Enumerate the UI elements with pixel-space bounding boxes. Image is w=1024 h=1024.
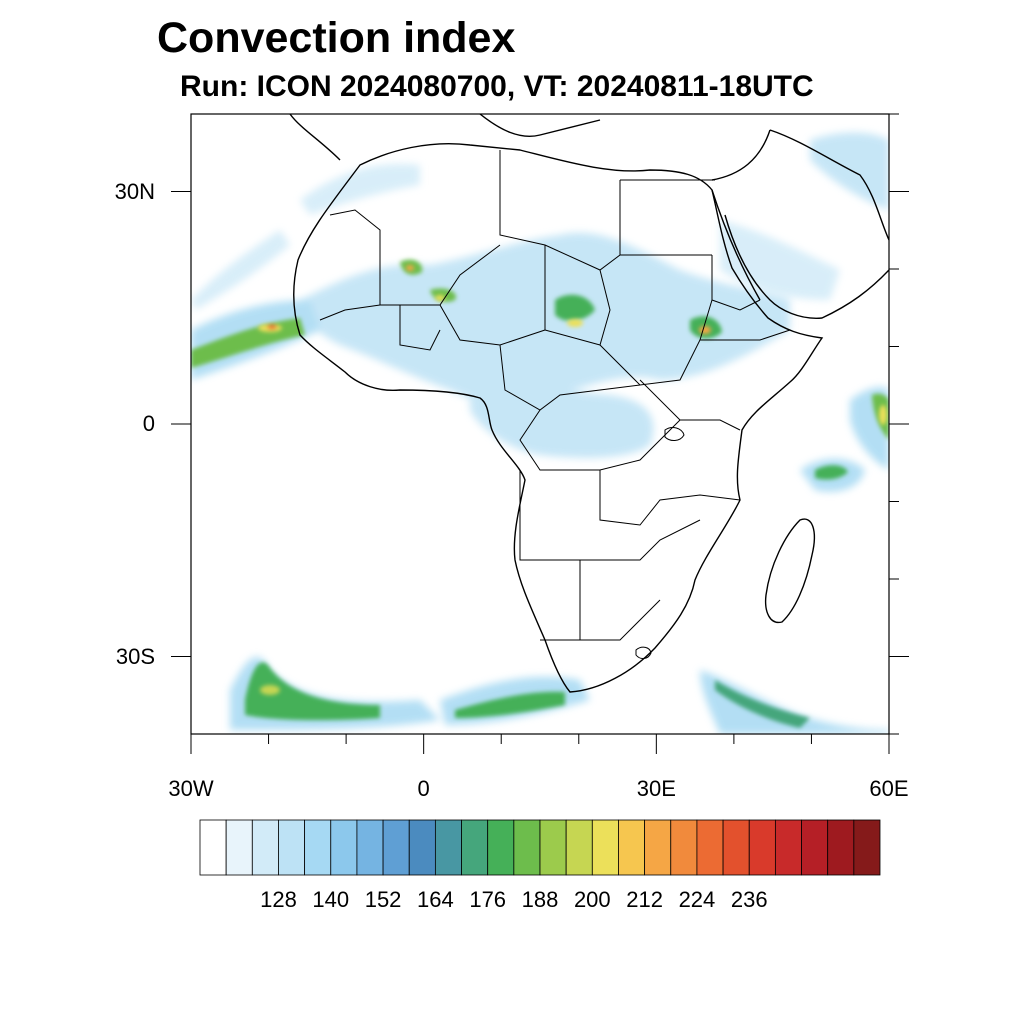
colorbar-label: 176: [469, 887, 507, 912]
colorbar-label: 200: [573, 887, 611, 912]
colorbar-label: 188: [521, 887, 559, 912]
colorbar-label: 236: [730, 887, 768, 912]
map-ticks: [171, 113, 909, 754]
africa-coastline: [293, 143, 824, 693]
colorbar-swatch: [434, 819, 462, 876]
colorbar-swatch: [644, 819, 672, 876]
core-madagascar-ne: [815, 465, 848, 480]
country-borders: [319, 150, 791, 641]
colorbar-swatch: [513, 819, 541, 876]
core-south-atlantic-b: [455, 691, 565, 718]
colorbar-label: 224: [678, 887, 716, 912]
coastlines: [289, 114, 889, 693]
colorbar-label: 128: [260, 887, 297, 912]
hotspot-senegal-red: [267, 324, 277, 330]
colorbar: [199, 819, 881, 876]
madagascar-coastline: [764, 518, 816, 624]
colorbar-swatch: [722, 819, 750, 876]
lon-tick-label: 30W: [168, 776, 214, 801]
colorbar-label: 152: [364, 887, 402, 912]
lat-tick-label: 0: [142, 411, 155, 436]
lon-tick-label: 0: [417, 776, 430, 801]
colorbar-swatch: [618, 819, 646, 876]
lat-tick-label: 30S: [115, 643, 155, 669]
colorbar-swatch: [853, 819, 881, 876]
colorbar-swatch: [487, 819, 515, 876]
colorbar-swatch: [278, 819, 306, 876]
colorbar-swatch: [356, 819, 384, 876]
colorbar-swatch: [774, 819, 802, 876]
hotspot-east-indian: [879, 405, 887, 425]
colorbar-swatch: [461, 819, 489, 876]
colorbar-label: 140: [312, 887, 350, 912]
colorbar-swatch: [591, 819, 619, 876]
colorbar-swatch: [304, 819, 332, 876]
hotspot-south-atlantic: [260, 685, 280, 695]
colorbar-swatch: [330, 819, 358, 876]
field-ne-corner: [810, 132, 889, 210]
europe-coastline: [289, 114, 601, 161]
hotspot-chad: [567, 319, 583, 327]
hotspot-ethiopia: [699, 326, 711, 334]
colorbar-swatch: [382, 819, 410, 876]
lon-tick-label: 60E: [869, 776, 909, 801]
map-title: Convection index: [157, 14, 516, 62]
colorbar-swatch: [199, 819, 227, 876]
arabia-coastline: [711, 129, 889, 319]
colorbar-swatch: [225, 819, 253, 876]
core-south-atlantic: [245, 662, 380, 721]
field-north-africa: [300, 163, 420, 215]
colorbar-swatch: [827, 819, 855, 876]
map-subtitle: Run: ICON 2024080700, VT: 20240811-18UTC: [180, 70, 814, 103]
colorbar-label: 164: [417, 887, 454, 912]
colorbar-label: 212: [626, 887, 663, 912]
colorbar-swatch: [801, 819, 829, 876]
colorbar-swatch: [696, 819, 724, 876]
colorbar-swatch: [748, 819, 776, 876]
core-chad: [555, 294, 595, 322]
colorbar-swatch: [539, 819, 567, 876]
field-west-sahara: [191, 230, 290, 310]
convection-field: [191, 114, 889, 734]
colorbar-swatch: [408, 819, 436, 876]
field-arabia: [720, 220, 840, 300]
field-south-indian: [700, 670, 889, 734]
colorbar-swatch: [670, 819, 698, 876]
hotspot-niger: [435, 295, 445, 301]
field-central-africa: [470, 385, 654, 458]
red-sea-coast: [711, 189, 761, 301]
lon-tick-label: 30E: [636, 776, 676, 801]
lat-tick-label: 30N: [114, 178, 155, 204]
core-south-indian: [715, 680, 810, 728]
hotspot-mali: [406, 265, 414, 271]
colorbar-swatch: [565, 819, 593, 876]
colorbar-swatch: [251, 819, 279, 876]
